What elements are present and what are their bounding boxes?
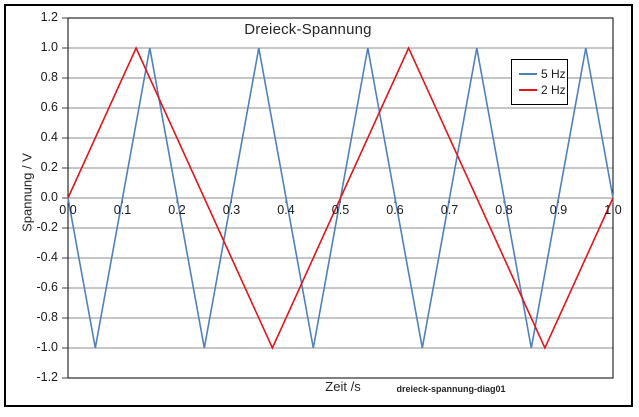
legend-line-swatch bbox=[519, 89, 537, 91]
y-tick-label-0.8: 0.8 bbox=[40, 70, 58, 84]
y-tick-label--0.4: -0.4 bbox=[36, 250, 58, 264]
x-tick-label-0.4: 0.4 bbox=[277, 203, 295, 217]
y-tick-label-0.2: 0.2 bbox=[40, 160, 58, 174]
x-tick-label-0.1: 0.1 bbox=[113, 203, 132, 217]
y-tick-label-1.2: 1.2 bbox=[40, 10, 58, 24]
y-tick-label--1.0: -1.0 bbox=[36, 340, 58, 354]
legend-line-swatch bbox=[519, 73, 537, 75]
x-tick-label-1.0: 1.0 bbox=[604, 203, 622, 217]
y-tick-label-1.0: 1.0 bbox=[40, 40, 58, 54]
legend-label: 2 Hz bbox=[541, 83, 566, 97]
legend-entry-5-hz: 5 Hz bbox=[519, 66, 567, 82]
chart-title: Dreieck-Spannung bbox=[244, 21, 372, 38]
x-tick-label-0.5: 0.5 bbox=[331, 203, 350, 217]
legend-entry-2-hz: 2 Hz bbox=[519, 82, 567, 98]
x-tick-label-0.8: 0.8 bbox=[495, 203, 513, 217]
y-tick-label--1.2: -1.2 bbox=[36, 370, 58, 384]
x-tick-label-0.9: 0.9 bbox=[549, 203, 568, 217]
y-tick-label-0.0: 0.0 bbox=[40, 190, 58, 204]
chart-caption: dreieck-spannung-diag01 bbox=[396, 384, 506, 394]
y-tick-label--0.2: -0.2 bbox=[36, 220, 58, 234]
y-tick-label-0.4: 0.4 bbox=[40, 130, 58, 144]
y-tick-label-0.6: 0.6 bbox=[40, 100, 58, 114]
x-tick-label-0.0: 0.0 bbox=[59, 203, 77, 217]
x-axis-label: Zeit /s bbox=[325, 379, 361, 394]
series-line-2-hz bbox=[67, 46, 614, 350]
x-tick-label-0.3: 0.3 bbox=[222, 203, 241, 217]
x-tick-label-0.6: 0.6 bbox=[386, 203, 404, 217]
x-tick-label-0.7: 0.7 bbox=[440, 203, 459, 217]
legend-label: 5 Hz bbox=[541, 67, 566, 81]
legend: 5 Hz 2 Hz bbox=[511, 59, 568, 105]
x-tick-label-0.2: 0.2 bbox=[168, 203, 186, 217]
y-tick-label--0.8: -0.8 bbox=[36, 310, 58, 324]
y-tick-label--0.6: -0.6 bbox=[36, 280, 58, 294]
